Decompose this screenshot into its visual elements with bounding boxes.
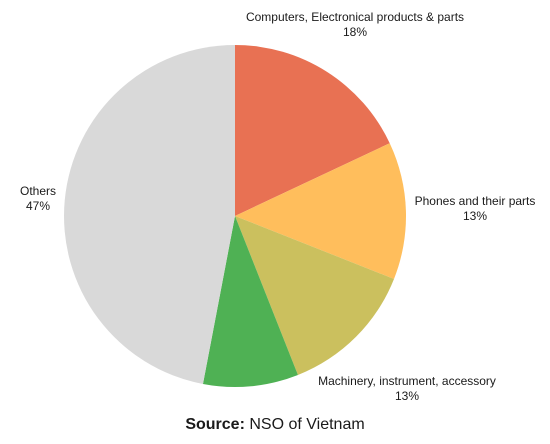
source-caption: Source: NSO of Vietnam <box>0 416 550 434</box>
pie-slice-4 <box>64 45 236 384</box>
pie-slice-0 <box>235 45 390 216</box>
slice-label-4: Others 47% <box>20 184 56 213</box>
pie-labels: Computers, Electronical products & parts… <box>20 10 535 403</box>
slice-label-0: Computers, Electronical products & parts… <box>246 10 464 39</box>
slice-label-value: 18% <box>343 25 367 39</box>
source-prefix: Source: <box>185 416 245 433</box>
slice-label-value: 13% <box>395 389 419 403</box>
slice-label-name: Machinery, instrument, accessory <box>318 374 496 388</box>
slice-label-value: 13% <box>463 209 487 223</box>
slice-label-name: Others <box>20 184 56 198</box>
slice-label-name: Phones and their parts <box>415 194 536 208</box>
pie-slice-3 <box>202 216 298 387</box>
source-text: NSO of Vietnam <box>244 416 365 433</box>
slice-label-value: 47% <box>26 199 50 213</box>
pie-slice-2 <box>235 216 394 375</box>
slice-label-2: Machinery, instrument, accessory 13% <box>318 374 496 403</box>
pie-slices <box>64 45 407 387</box>
pie-slice-1 <box>235 143 407 279</box>
slice-label-1: Phones and their parts 13% <box>415 194 536 223</box>
slice-label-name: Computers, Electronical products & parts <box>246 10 464 24</box>
